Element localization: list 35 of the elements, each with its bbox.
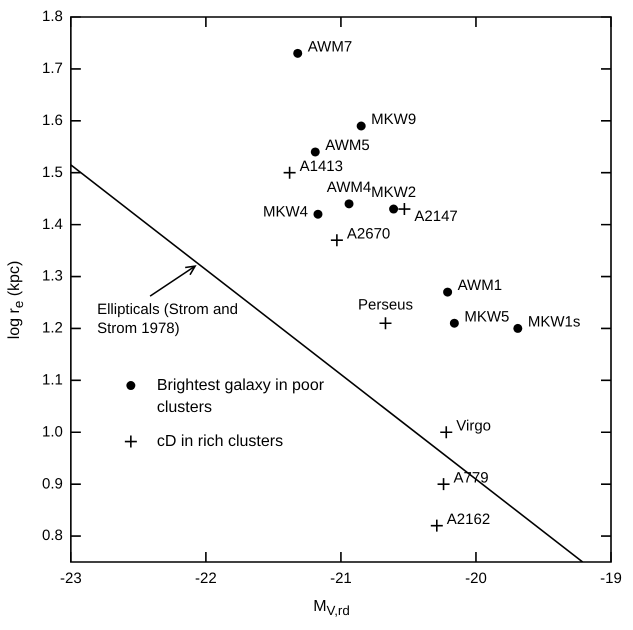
data-label: MKW2	[371, 184, 416, 202]
data-label: A2162	[446, 510, 490, 528]
y-tick-label: 1.4	[42, 216, 63, 233]
data-label: AWM1	[458, 277, 502, 294]
y-tick-label: 1.1	[42, 371, 63, 388]
y-tick-label: 0.9	[42, 475, 63, 492]
data-label: A1413	[300, 158, 343, 175]
y-tick-label: 1.3	[42, 268, 63, 285]
data-label: A2147	[414, 208, 458, 226]
legend-label: cD in rich clusters	[156, 432, 284, 450]
x-tick-label: -19	[600, 570, 622, 588]
data-label: Virgo	[456, 417, 492, 434]
x-tick-label: -23	[60, 570, 82, 588]
data-label: AWM7	[308, 38, 352, 56]
annotation: Ellipticals (Strom and Strom 1978)	[97, 300, 238, 337]
x-tick-label: -21	[330, 570, 352, 588]
data-label: AWM4	[326, 179, 372, 196]
x-axis-title: M$_{V,rd}$	[312, 598, 351, 618]
y-tick-label: 1.8	[42, 8, 63, 26]
y-tick-label: 1.7	[42, 60, 63, 78]
data-label: MKW5	[464, 308, 510, 326]
y-tick-label: 1.5	[42, 164, 63, 181]
y-tick-label: 0.8	[42, 527, 63, 544]
data-label: Perseus	[358, 296, 414, 314]
y-tick-label: 1.6	[42, 112, 63, 129]
data-label: MKW9	[371, 111, 416, 128]
x-tick-label: -22	[195, 570, 217, 588]
data-label: A2670	[346, 225, 390, 242]
y-tick-label: 1.2	[42, 320, 63, 337]
data-label: MKW4	[262, 203, 308, 220]
data-label: MKW1s	[528, 314, 580, 331]
data-label: AWM5	[325, 137, 370, 154]
y-tick-label: 1.0	[42, 423, 63, 440]
x-tick-label: -20	[465, 570, 487, 588]
legend-label: Brightest galaxy in poor clusters	[156, 376, 325, 416]
